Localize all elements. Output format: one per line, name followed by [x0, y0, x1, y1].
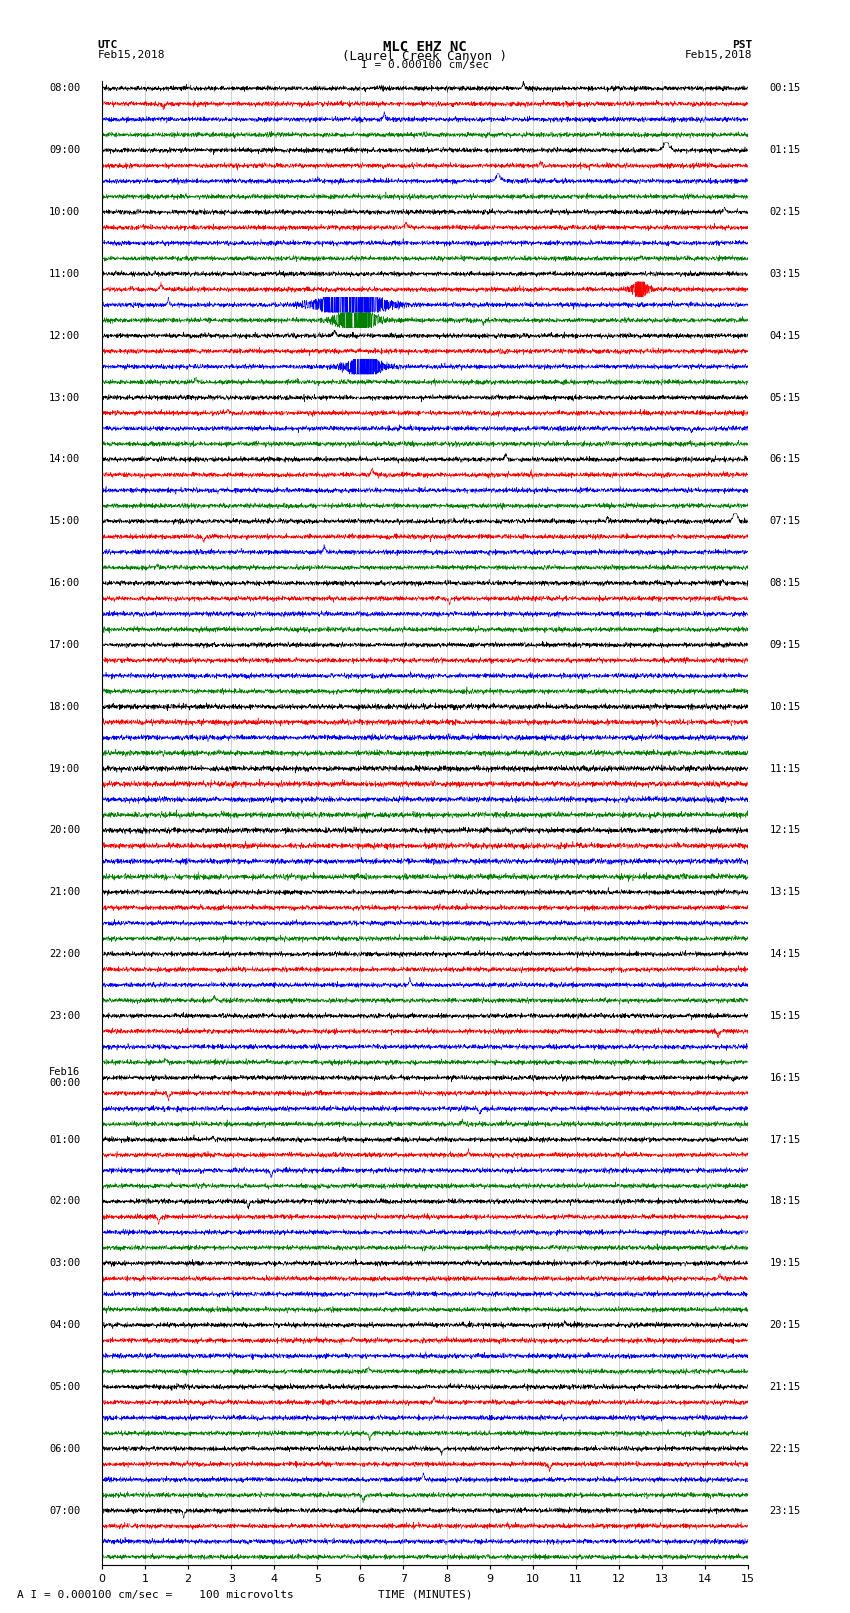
Text: 11:15: 11:15	[769, 763, 801, 774]
Text: 05:00: 05:00	[49, 1382, 81, 1392]
Text: 07:15: 07:15	[769, 516, 801, 526]
Text: 14:00: 14:00	[49, 455, 81, 465]
Text: 15:15: 15:15	[769, 1011, 801, 1021]
X-axis label: TIME (MINUTES): TIME (MINUTES)	[377, 1589, 473, 1598]
Text: 01:00: 01:00	[49, 1134, 81, 1145]
Text: 18:15: 18:15	[769, 1197, 801, 1207]
Text: 11:00: 11:00	[49, 269, 81, 279]
Text: 05:15: 05:15	[769, 392, 801, 403]
Text: 18:00: 18:00	[49, 702, 81, 711]
Text: Feb16
00:00: Feb16 00:00	[49, 1066, 81, 1089]
Text: 13:15: 13:15	[769, 887, 801, 897]
Text: (Laurel Creek Canyon ): (Laurel Creek Canyon )	[343, 50, 507, 63]
Text: 15:00: 15:00	[49, 516, 81, 526]
Text: 10:00: 10:00	[49, 206, 81, 218]
Text: 01:15: 01:15	[769, 145, 801, 155]
Text: I = 0.000100 cm/sec: I = 0.000100 cm/sec	[361, 60, 489, 69]
Text: 04:00: 04:00	[49, 1319, 81, 1331]
Text: 19:00: 19:00	[49, 763, 81, 774]
Text: 16:15: 16:15	[769, 1073, 801, 1082]
Text: 19:15: 19:15	[769, 1258, 801, 1268]
Text: 14:15: 14:15	[769, 948, 801, 960]
Text: 00:15: 00:15	[769, 84, 801, 94]
Text: 03:00: 03:00	[49, 1258, 81, 1268]
Text: 17:15: 17:15	[769, 1134, 801, 1145]
Text: 23:15: 23:15	[769, 1505, 801, 1516]
Text: 06:00: 06:00	[49, 1444, 81, 1453]
Text: 06:15: 06:15	[769, 455, 801, 465]
Text: 22:00: 22:00	[49, 948, 81, 960]
Text: 09:00: 09:00	[49, 145, 81, 155]
Text: A I = 0.000100 cm/sec =    100 microvolts: A I = 0.000100 cm/sec = 100 microvolts	[17, 1590, 294, 1600]
Text: PST: PST	[732, 40, 752, 50]
Text: 12:00: 12:00	[49, 331, 81, 340]
Text: 10:15: 10:15	[769, 702, 801, 711]
Text: 02:00: 02:00	[49, 1197, 81, 1207]
Text: 07:00: 07:00	[49, 1505, 81, 1516]
Text: 09:15: 09:15	[769, 640, 801, 650]
Text: 23:00: 23:00	[49, 1011, 81, 1021]
Text: UTC: UTC	[98, 40, 118, 50]
Text: 08:00: 08:00	[49, 84, 81, 94]
Text: 12:15: 12:15	[769, 826, 801, 836]
Text: Feb15,2018: Feb15,2018	[685, 50, 752, 60]
Text: 20:15: 20:15	[769, 1319, 801, 1331]
Text: MLC EHZ NC: MLC EHZ NC	[383, 40, 467, 55]
Text: 03:15: 03:15	[769, 269, 801, 279]
Text: 02:15: 02:15	[769, 206, 801, 218]
Text: 04:15: 04:15	[769, 331, 801, 340]
Text: 13:00: 13:00	[49, 392, 81, 403]
Text: 22:15: 22:15	[769, 1444, 801, 1453]
Text: Feb15,2018: Feb15,2018	[98, 50, 165, 60]
Text: 21:00: 21:00	[49, 887, 81, 897]
Text: 20:00: 20:00	[49, 826, 81, 836]
Text: 21:15: 21:15	[769, 1382, 801, 1392]
Text: 08:15: 08:15	[769, 577, 801, 589]
Text: 16:00: 16:00	[49, 577, 81, 589]
Text: 17:00: 17:00	[49, 640, 81, 650]
